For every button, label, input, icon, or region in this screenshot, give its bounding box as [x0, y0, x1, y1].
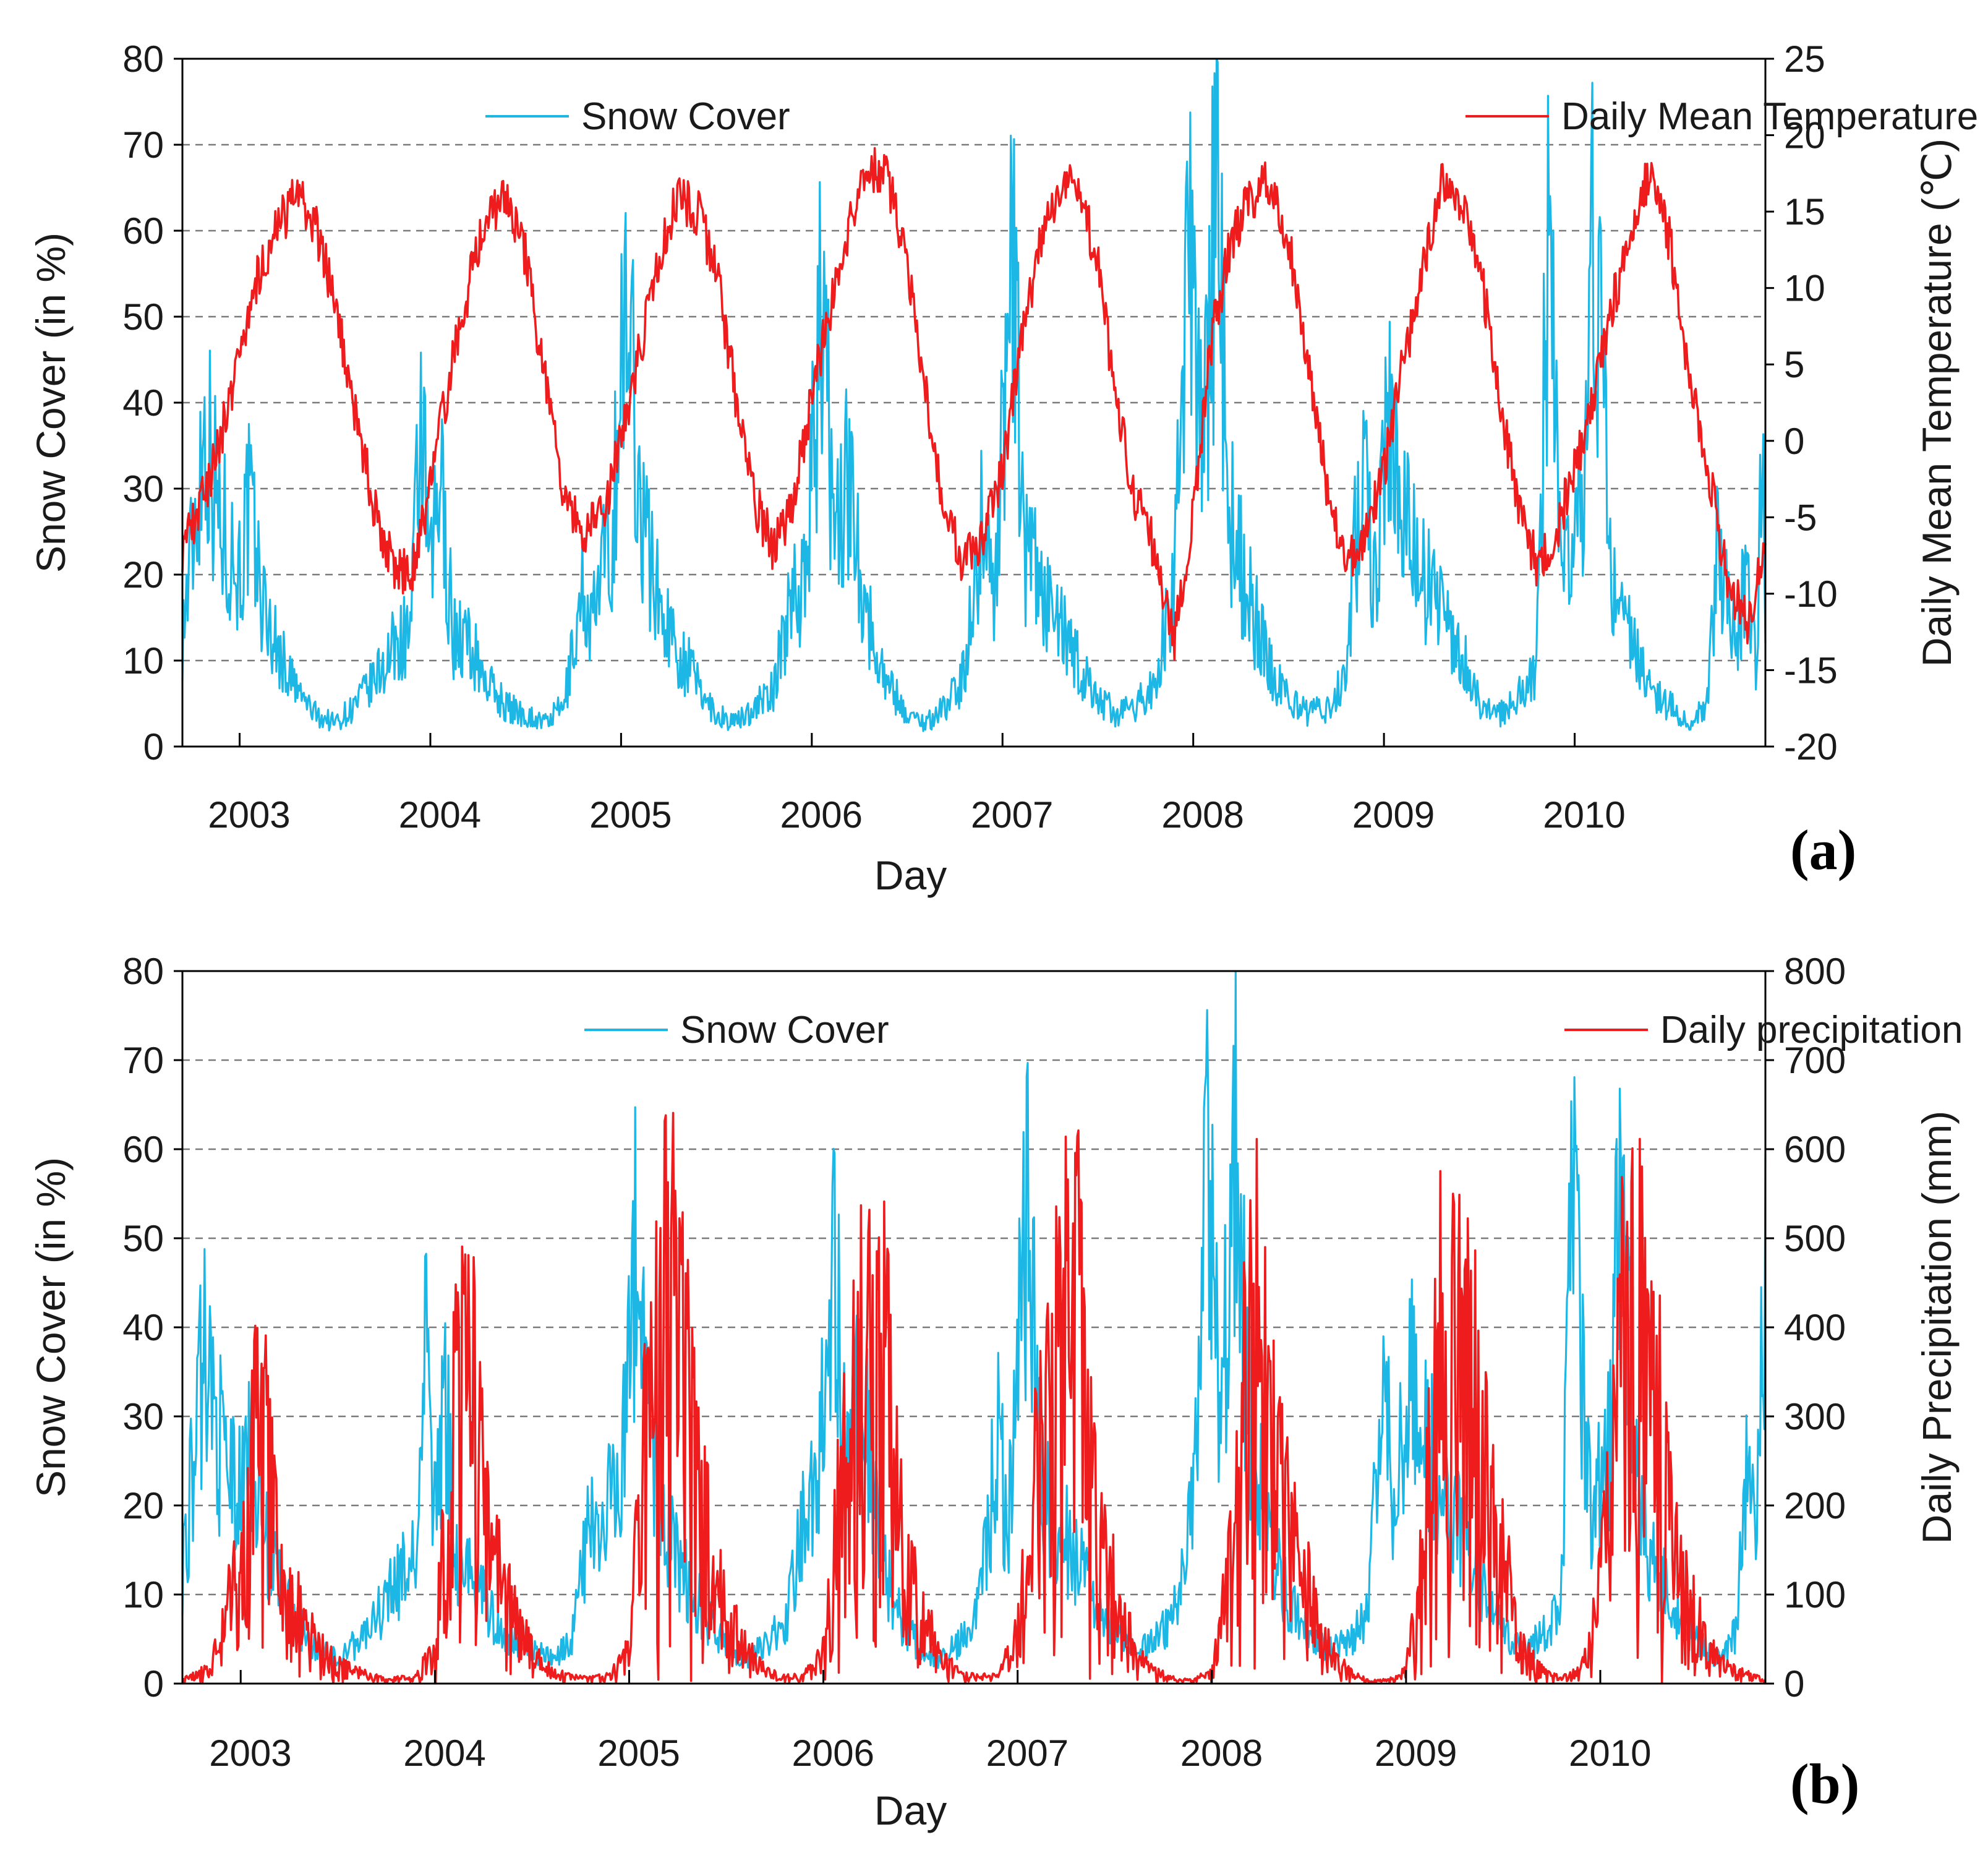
y-tick-label-left: 10 — [122, 1574, 164, 1616]
x-tick-label: 2004 — [403, 1732, 485, 1774]
y-tick-label-left: 80 — [122, 951, 164, 992]
y-tick-label-right: 300 — [1784, 1396, 1846, 1437]
y-axis-title-right: Daily Precipitation (mm) — [1914, 1111, 1960, 1544]
y-tick-label-right: 0 — [1784, 1663, 1804, 1705]
y-tick-label-right: -20 — [1784, 726, 1838, 768]
y-tick-label-right: 200 — [1784, 1485, 1846, 1526]
y-tick-label-left: 60 — [122, 1129, 164, 1170]
y-tick-label-left: 40 — [122, 382, 164, 424]
x-tick-label: 2003 — [208, 794, 290, 836]
y-tick-label-left: 70 — [122, 124, 164, 166]
x-tick-label: 2008 — [1161, 794, 1244, 836]
y-tick-label-right: 0 — [1784, 421, 1804, 462]
y-tick-label-right: 25 — [1784, 38, 1825, 80]
x-tick-label: 2007 — [971, 794, 1053, 836]
y-axis-title-left: Snow Cover (in %) — [28, 233, 74, 573]
y-tick-label-left: 20 — [122, 554, 164, 596]
y-tick-label-right: 800 — [1784, 951, 1846, 992]
y-tick-label-right: -5 — [1784, 497, 1817, 538]
series-line-snow-cover — [181, 970, 1767, 1669]
y-tick-label-right: 700 — [1784, 1040, 1846, 1081]
legend-label: Snow Cover — [581, 95, 790, 138]
y-tick-label-right: 500 — [1784, 1218, 1846, 1259]
y-tick-label-left: 10 — [122, 640, 164, 682]
y-tick-label-right: 20 — [1784, 115, 1825, 156]
x-axis-title: Day — [874, 1787, 947, 1833]
x-tick-label: 2009 — [1375, 1732, 1457, 1774]
y-tick-label-right: -10 — [1784, 573, 1838, 615]
panel-label: (a) — [1790, 818, 1856, 881]
panel-b-precipitation-chart: 8070605040302010080070060050040030020010… — [28, 951, 1963, 1833]
x-tick-label: 2006 — [780, 794, 863, 836]
panel-label: (b) — [1790, 1752, 1859, 1815]
series-line-snow-cover — [181, 58, 1767, 732]
y-tick-label-right: 10 — [1784, 268, 1825, 309]
legend-label: Daily Mean Temperature — [1561, 95, 1978, 138]
y-tick-label-left: 80 — [122, 38, 164, 80]
x-tick-label: 2006 — [792, 1732, 874, 1774]
y-tick-label-left: 50 — [122, 1218, 164, 1259]
x-tick-label: 2009 — [1352, 794, 1435, 836]
x-tick-label: 2003 — [209, 1732, 291, 1774]
legend-label: Daily precipitation — [1660, 1009, 1963, 1051]
x-tick-label: 2010 — [1569, 1732, 1651, 1774]
y-tick-label-right: 5 — [1784, 344, 1804, 385]
x-tick-label: 2005 — [589, 794, 672, 836]
y-tick-label-left: 70 — [122, 1040, 164, 1081]
x-tick-label: 2008 — [1180, 1732, 1263, 1774]
y-tick-label-left: 20 — [122, 1485, 164, 1526]
y-axis-title-right: Daily Mean Temperature (℃) — [1914, 139, 1960, 667]
panel-a-temperature-chart: 807060504030201002520151050-5-10-15-2020… — [28, 38, 1978, 898]
y-tick-label-left: 0 — [143, 1663, 164, 1705]
y-tick-label-left: 30 — [122, 468, 164, 510]
y-axis-title-left: Snow Cover (in %) — [28, 1157, 74, 1497]
y-tick-label-left: 30 — [122, 1396, 164, 1437]
x-tick-label: 2010 — [1543, 794, 1625, 836]
y-tick-label-right: 15 — [1784, 191, 1825, 233]
x-tick-label: 2005 — [597, 1732, 680, 1774]
x-tick-label: 2004 — [399, 794, 481, 836]
x-axis-title: Day — [874, 852, 947, 898]
y-tick-label-left: 40 — [122, 1307, 164, 1348]
legend-label: Snow Cover — [680, 1009, 889, 1051]
y-tick-label-left: 50 — [122, 296, 164, 338]
series-line-temperature — [181, 147, 1767, 661]
y-tick-label-right: -15 — [1784, 649, 1838, 691]
y-tick-label-right: 100 — [1784, 1574, 1846, 1616]
y-tick-label-left: 60 — [122, 210, 164, 252]
y-tick-label-right: 600 — [1784, 1129, 1846, 1170]
x-tick-label: 2007 — [986, 1732, 1069, 1774]
series-line-precipitation — [181, 1111, 1767, 1685]
y-tick-label-right: 400 — [1784, 1307, 1846, 1348]
y-tick-label-left: 0 — [143, 726, 164, 768]
